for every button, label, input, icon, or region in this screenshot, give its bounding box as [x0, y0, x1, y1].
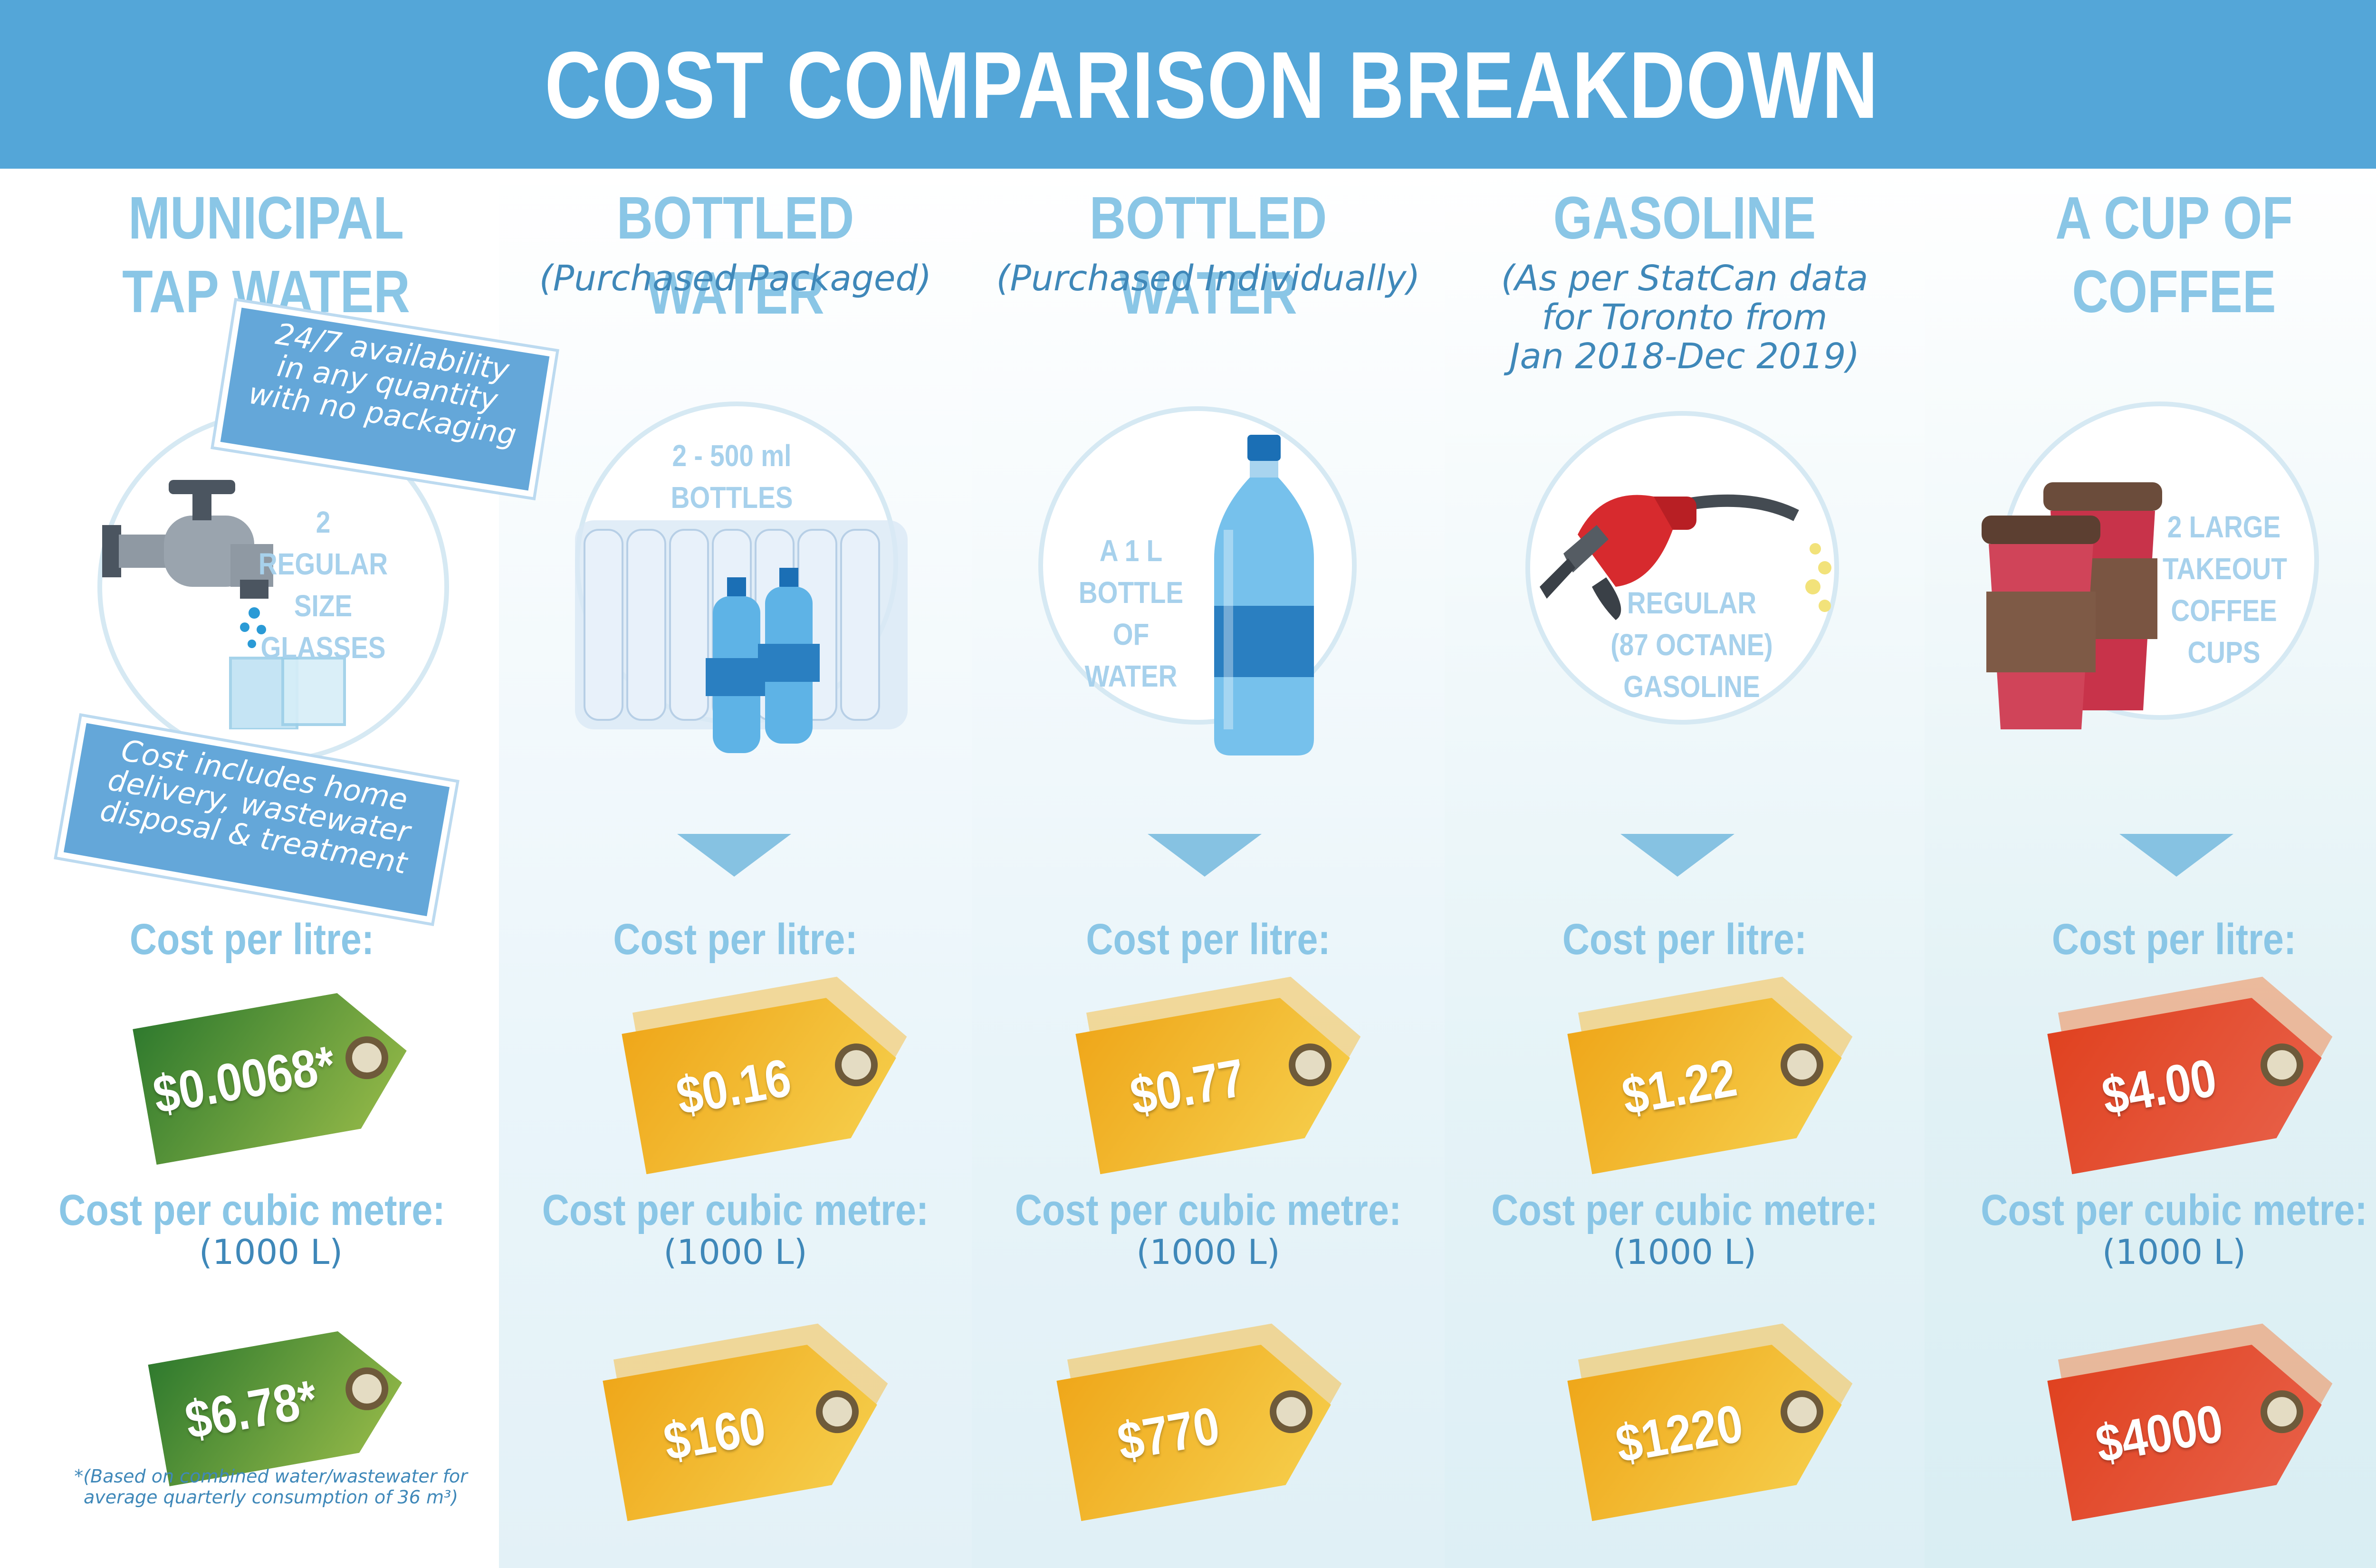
- price-per-litre: $4.00: [2098, 1047, 2221, 1126]
- column-title-line1: BOTTLED WATER: [616, 184, 854, 326]
- down-arrow-icon: [1148, 834, 1262, 877]
- column-title-line1: A CUP OF: [2055, 184, 2293, 251]
- price-tag-per-cubic-metre: $6.78*: [148, 1322, 412, 1486]
- price-tag-per-litre: $4.00: [2047, 988, 2334, 1175]
- circle-caption: 2 LARGE TAKEOUT COFFEE CUPS: [2163, 506, 2287, 673]
- cubic-metre-note: (1000 L): [663, 1232, 807, 1272]
- column-subtitle: (Purchased Packaged): [539, 258, 932, 299]
- cost-per-litre-label: Cost per litre:: [129, 915, 374, 964]
- cost-per-litre-label: Cost per litre:: [1086, 915, 1331, 964]
- price-per-litre: $1.22: [1618, 1047, 1741, 1126]
- column-gasoline: GASOLINE (As per StatCan data for Toront…: [1445, 169, 1925, 1568]
- circle-caption-line: CUPS: [2187, 635, 2261, 669]
- cost-per-cubic-metre-label: Cost per cubic metre:: [1981, 1186, 2367, 1234]
- cost-per-cubic-metre-label: Cost per cubic metre:: [542, 1186, 929, 1234]
- cost-per-cubic-metre-label: Cost per cubic metre:: [1491, 1186, 1878, 1234]
- price-per-litre: $0.0068*: [149, 1034, 340, 1125]
- price-tag-per-cubic-metre: $770: [1056, 1335, 1343, 1521]
- column-tap-water: MUNICIPAL TAP WATER 2 REGULAR SIZE GLASS…: [0, 169, 556, 1568]
- column-bottled-packaged: BOTTLED WATER (Purchased Packaged) 2 - 5…: [499, 169, 972, 1568]
- circle-caption-line: BOTTLES: [671, 480, 793, 515]
- circle-caption-line: 2 LARGE: [2167, 510, 2281, 544]
- column-subtitle: (As per StatCan data for Toronto from Ja…: [1445, 259, 1925, 376]
- footnote-line: *(Based on combined water/wastewater for: [74, 1466, 468, 1487]
- down-arrow-icon: [1620, 834, 1734, 877]
- column-subtitle: (Purchased Individually): [996, 258, 1420, 299]
- column-bottled-individual: BOTTLED WATER (Purchased Individually) A…: [972, 169, 1445, 1568]
- water-bottle-icon: [1214, 435, 1314, 755]
- column-coffee: A CUP OF COFFEE 2 LARGE TAKEOUT COFFEE C…: [1925, 169, 2376, 1568]
- circle-caption: A 1 L BOTTLE OF WATER: [1070, 530, 1192, 697]
- fuel-nozzle-icon: [1540, 494, 1831, 620]
- circle-caption-line: GASOLINE: [1623, 669, 1760, 704]
- circle-caption-line: SIZE: [294, 589, 353, 623]
- cost-per-litre-label: Cost per litre:: [1562, 915, 1807, 964]
- price-per-cubic-metre: $770: [1113, 1395, 1224, 1472]
- price-tag-per-cubic-metre: $4000: [2047, 1335, 2334, 1521]
- price-per-cubic-metre: $160: [659, 1395, 770, 1472]
- price-tag-per-litre: $0.0068*: [133, 983, 419, 1165]
- price-tag-per-litre: $0.16: [622, 988, 909, 1175]
- circle-caption-line: A 1 L: [1099, 534, 1163, 568]
- water-tap-icon: [102, 480, 346, 729]
- cost-per-litre-label: Cost per litre:: [613, 915, 858, 964]
- cost-per-litre-label: Cost per litre:: [2051, 915, 2297, 964]
- price-tag-per-cubic-metre: $1220: [1567, 1335, 1854, 1521]
- subtitle-line: Jan 2018-Dec 2019): [1509, 336, 1860, 377]
- subtitle-line: for Toronto from: [1542, 297, 1828, 338]
- cubic-metre-note: (1000 L): [2102, 1232, 2246, 1272]
- circle-caption-line: REGULAR: [1627, 586, 1757, 620]
- down-arrow-icon: [2119, 834, 2233, 877]
- coffee-cup-icon: [1982, 482, 2162, 729]
- circle-caption: 2 REGULAR SIZE GLASSES: [258, 501, 388, 669]
- circle-caption: 2 - 500 ml BOTTLES: [650, 435, 814, 518]
- price-per-cubic-metre: $4000: [2091, 1393, 2227, 1474]
- price-per-litre: $0.16: [672, 1047, 795, 1126]
- circle-caption-line: GLASSES: [260, 631, 386, 665]
- column-title-line1: MUNICIPAL: [128, 184, 404, 251]
- circle-caption-line: 2 - 500 ml: [672, 439, 792, 473]
- price-tag-per-litre: $0.77: [1075, 988, 1362, 1175]
- subtitle-line: (As per StatCan data: [1501, 258, 1868, 299]
- price-per-litre: $0.77: [1126, 1047, 1249, 1126]
- down-arrow-icon: [677, 834, 791, 877]
- circle-caption-line: BOTTLE OF: [1078, 575, 1184, 651]
- price-tag-per-litre: $1.22: [1567, 988, 1854, 1175]
- page-title: COST COMPARISON BREAKDOWN: [545, 32, 1879, 138]
- price-per-cubic-metre: $1220: [1611, 1393, 1747, 1474]
- circle-caption: REGULAR (87 OCTANE) GASOLINE: [1602, 582, 1782, 708]
- circle-caption-line: WATER: [1084, 659, 1178, 693]
- price-per-cubic-metre: $6.78*: [181, 1368, 322, 1450]
- circle-caption-line: 2 REGULAR: [258, 505, 388, 581]
- cost-includes-bubble: Cost includes home delivery, wastewater …: [57, 716, 456, 923]
- cubic-metre-note: (1000 L): [199, 1232, 343, 1272]
- footnote-line: average quarterly consumption of 36 m³): [83, 1487, 459, 1508]
- column-title-line1: GASOLINE: [1553, 184, 1816, 251]
- price-tag-per-cubic-metre: $160: [603, 1335, 890, 1521]
- circle-caption-line: COFFEE: [2171, 593, 2277, 628]
- footnote: *(Based on combined water/wastewater for…: [38, 1466, 504, 1508]
- header-bar: COST COMPARISON BREAKDOWN: [0, 0, 2376, 169]
- cubic-metre-note: (1000 L): [1136, 1232, 1280, 1272]
- cubic-metre-note: (1000 L): [1612, 1232, 1757, 1272]
- cost-per-cubic-metre-label: Cost per cubic metre:: [1015, 1186, 1402, 1234]
- circle-caption-line: TAKEOUT: [2163, 552, 2287, 586]
- water-bottle-pack-icon: [575, 520, 908, 753]
- cost-per-cubic-metre-label: Cost per cubic metre:: [58, 1186, 445, 1234]
- circle-caption-line: (87 OCTANE): [1610, 628, 1773, 662]
- column-title-line2: COFFEE: [2072, 258, 2276, 325]
- column-title-line1: BOTTLED WATER: [1089, 184, 1327, 326]
